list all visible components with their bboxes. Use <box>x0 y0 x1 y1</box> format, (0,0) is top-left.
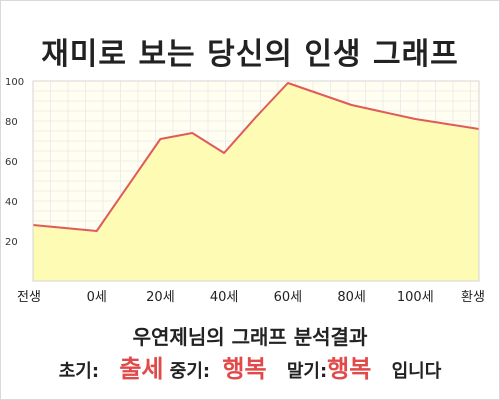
y-tick-label: 80 <box>5 117 18 128</box>
y-tick-label: 40 <box>5 197 18 208</box>
late-label: 말기: <box>286 361 328 382</box>
plot-border <box>32 80 480 282</box>
x-tick-label: 100세 <box>397 290 434 305</box>
x-tick-label: 전생 <box>17 290 41 305</box>
early-label: 초기: <box>58 361 100 382</box>
mid-value: 행복 <box>222 355 267 383</box>
series-line <box>32 82 480 232</box>
x-tick-label: 40세 <box>210 290 239 305</box>
chart-title: 재미로 보는 당신의 인생 그래프 <box>41 37 459 72</box>
life-graph-chart: 20 40 60 80 100 전생 0세 20세 40세 60세 80세 100세 환생 <box>5 77 485 305</box>
x-tick-label: 20세 <box>146 290 175 305</box>
x-tick-label: 60세 <box>274 290 303 305</box>
x-tick-label: 80세 <box>337 290 366 305</box>
result-summary: 초기: 출세 중기: 행복 말기:행복 입니다 <box>1 349 499 384</box>
late-value: 행복 <box>327 355 372 383</box>
x-tick-label: 0세 <box>87 290 107 305</box>
early-value: 출세 <box>119 355 164 383</box>
result-title: 우연제님의 그래프 분석결과 <box>132 325 368 349</box>
x-tick-label: 환생 <box>461 290 485 305</box>
y-tick-label: 100 <box>5 77 24 88</box>
series-area <box>33 83 479 281</box>
y-tick-label: 20 <box>5 237 18 248</box>
y-tick-label: 60 <box>5 157 18 168</box>
mid-label: 중기: <box>169 361 211 382</box>
result-ending: 입니다 <box>391 361 442 382</box>
